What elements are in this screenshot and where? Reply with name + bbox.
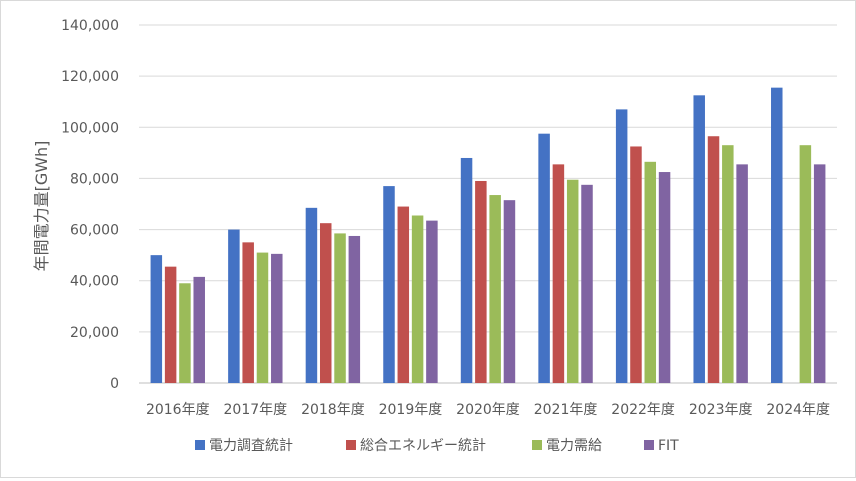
bar — [397, 206, 410, 383]
bar — [150, 255, 163, 383]
legend-swatch — [644, 440, 654, 450]
y-tick-label: 20,000 — [70, 325, 119, 341]
bar — [799, 145, 812, 383]
bar — [319, 223, 332, 383]
gridlines — [139, 24, 837, 384]
y-axis-ticks: 0 20,000 40,000 60,000 80,000 100,000 120,000 1… — [61, 18, 119, 392]
y-tick-label: 80,000 — [70, 171, 119, 187]
x-tick-label: 2018年度 — [301, 402, 365, 418]
x-tick-label: 2021年度 — [534, 402, 598, 418]
bar — [475, 180, 487, 383]
y-tick-label: 120,000 — [61, 69, 119, 85]
y-tick-label: 40,000 — [70, 274, 119, 290]
bars — [150, 87, 826, 384]
bar — [722, 145, 734, 383]
bar — [305, 207, 318, 383]
bar — [460, 157, 473, 383]
bar — [193, 276, 205, 383]
y-tick-label: 100,000 — [61, 120, 119, 136]
bar — [164, 266, 177, 383]
x-tick-label: 2024年度 — [766, 402, 830, 418]
x-tick-label: 2020年度 — [456, 402, 520, 418]
x-axis-ticks: 2016年度 2017年度 2018年度 2019年度 2020年度 2021年度 2022… — [146, 402, 830, 418]
x-tick-label: 2019年度 — [379, 402, 443, 418]
y-tick-label: 140,000 — [61, 18, 119, 34]
bar — [771, 87, 783, 384]
bar — [693, 95, 705, 384]
bar — [707, 136, 720, 383]
legend-label: 電力需給 — [546, 438, 602, 454]
bar — [348, 235, 361, 383]
bar — [566, 179, 579, 383]
legend-label: 総合エネルギー統計 — [360, 438, 486, 454]
bar — [228, 229, 240, 383]
bar — [489, 195, 501, 383]
legend-swatch — [195, 440, 205, 450]
legend-label: 電力調査統計 — [209, 438, 293, 454]
legend-label: FIT — [658, 438, 679, 454]
bar — [503, 200, 516, 383]
bar — [658, 172, 671, 383]
bar — [813, 164, 826, 383]
bar — [256, 252, 269, 383]
y-tick-label: 0 — [110, 376, 119, 392]
bar — [644, 161, 657, 383]
bar — [179, 283, 191, 383]
legend: 電力調査統計 総合エネルギー統計 電力需給 FIT — [195, 438, 679, 454]
y-axis-label: 年間電力量[GWh] — [32, 141, 51, 272]
bar — [552, 164, 565, 383]
bar — [383, 186, 395, 383]
x-tick-label: 2022年度 — [611, 402, 675, 418]
bar — [242, 242, 254, 383]
bar — [538, 133, 550, 383]
y-tick-label: 60,000 — [70, 223, 119, 239]
bar — [615, 109, 628, 383]
bar — [334, 233, 346, 383]
bar — [271, 253, 283, 383]
bar — [411, 215, 424, 383]
legend-swatch — [346, 440, 356, 450]
x-tick-label: 2023年度 — [689, 402, 753, 418]
bar — [581, 184, 593, 383]
x-tick-label: 2017年度 — [224, 402, 288, 418]
bar — [426, 220, 438, 383]
bar — [630, 146, 642, 383]
x-tick-label: 2016年度 — [146, 402, 210, 418]
bar — [736, 164, 748, 383]
legend-swatch — [532, 440, 542, 450]
